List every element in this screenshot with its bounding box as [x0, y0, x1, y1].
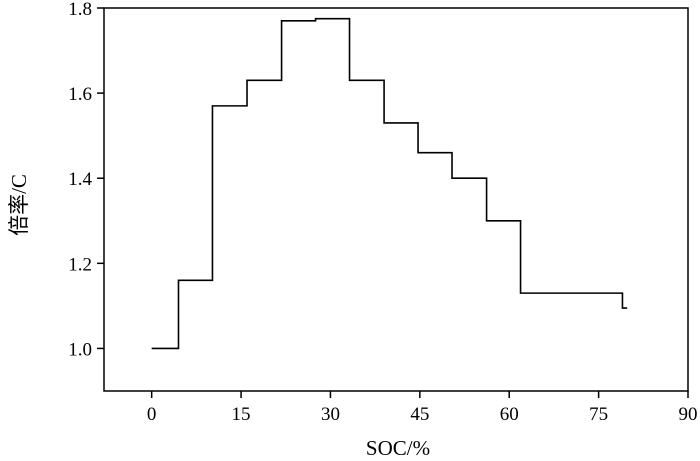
y-tick-label: 1.0: [68, 339, 92, 360]
y-tick-label: 1.2: [68, 254, 92, 275]
x-tick-label: 75: [589, 404, 608, 425]
x-tick-label: 90: [679, 404, 698, 425]
y-axis: 1.0 1.2 1.4 1.6 1.8: [68, 0, 104, 360]
series-group: [151, 17, 628, 350]
series-line: [151, 17, 628, 350]
y-tick-label: 1.8: [68, 0, 92, 20]
plot-border: [103, 7, 689, 392]
x-tick-label: 0: [147, 404, 157, 425]
x-tick-label: 45: [410, 404, 429, 425]
plot-frame: [103, 7, 689, 392]
x-axis: 0 15 30 45 60 75 90: [147, 391, 698, 425]
y-tick-label: 1.6: [68, 84, 92, 105]
x-tick-label: 15: [232, 404, 251, 425]
y-axis-title: 倍率/C: [7, 174, 31, 236]
y-tick-label: 1.4: [68, 169, 92, 190]
x-tick-label: 60: [500, 404, 519, 425]
x-tick-label: 30: [321, 404, 340, 425]
x-axis-title: SOC/%: [366, 436, 430, 460]
